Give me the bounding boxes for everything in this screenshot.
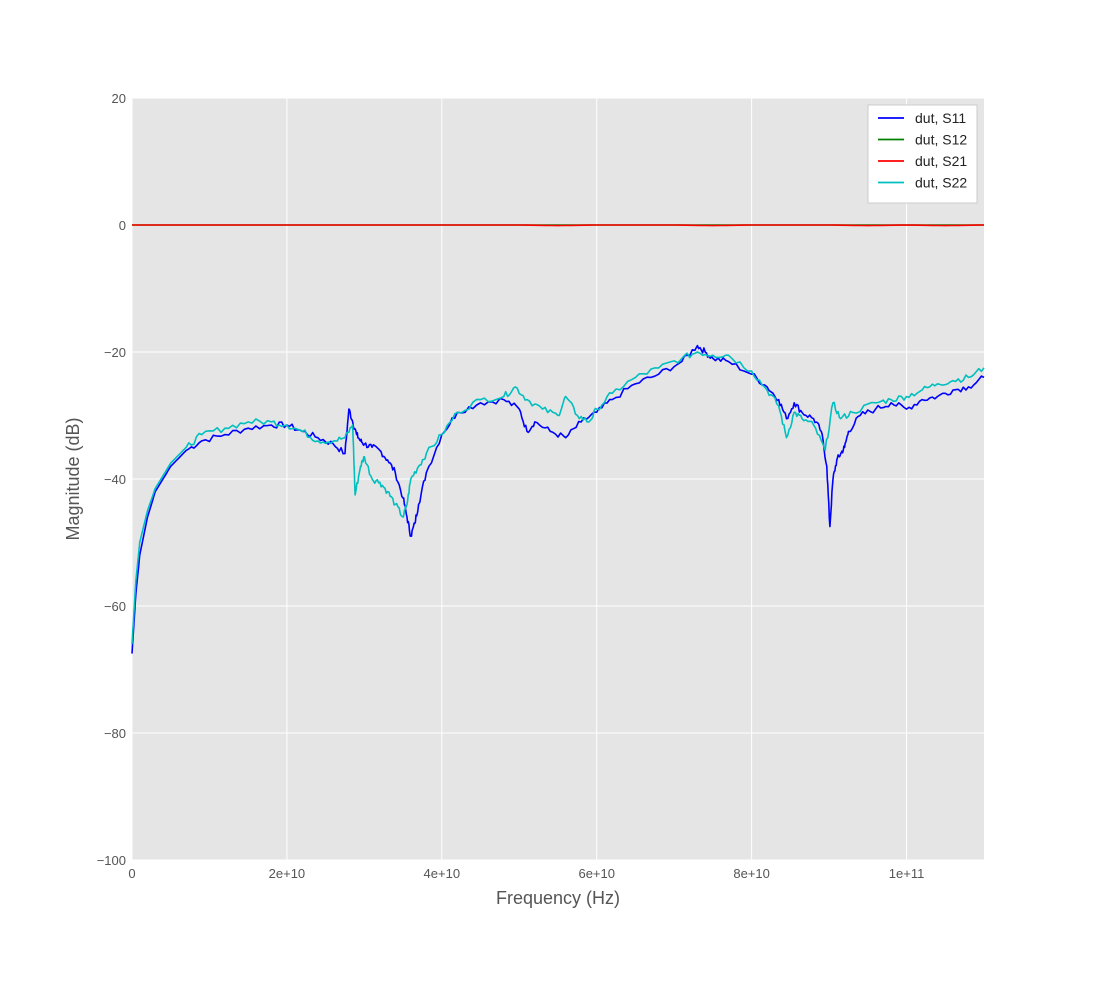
series-line-dut-s22 [131,351,985,645]
y-tick-label: −40 [104,472,126,487]
series-line-dut-s21 [132,224,985,227]
x-axis-label: Frequency (Hz) [496,888,620,908]
legend-label: dut, S22 [915,175,967,191]
y-tick-label: −20 [104,345,126,360]
y-tick-label: −100 [97,853,126,868]
x-tick-label: 8e+10 [733,866,770,881]
y-axis-label: Magnitude (dB) [63,417,83,540]
y-tick-label: 20 [112,91,126,106]
legend-label: dut, S11 [915,110,966,126]
x-tick-label: 1e+11 [889,866,925,881]
x-tick-label: 4e+10 [424,866,461,881]
legend-label: dut, S21 [915,153,967,169]
y-tick-label: 0 [119,218,126,233]
series-lines [131,224,985,654]
tick-labels: 0 2e+10 4e+10 6e+10 8e+10 1e+11 20 0 −20 −40 −60 −8… [97,91,925,881]
legend-box [867,104,978,204]
y-tick-label: −80 [104,726,126,741]
legend-label: dut, S12 [915,132,967,148]
x-tick-label: 0 [128,866,135,881]
x-tick-label: 2e+10 [269,866,306,881]
legend: dut, S11 dut, S12 dut, S21 dut, S22 [867,104,978,204]
x-tick-label: 6e+10 [578,866,615,881]
y-tick-label: −60 [104,599,126,614]
